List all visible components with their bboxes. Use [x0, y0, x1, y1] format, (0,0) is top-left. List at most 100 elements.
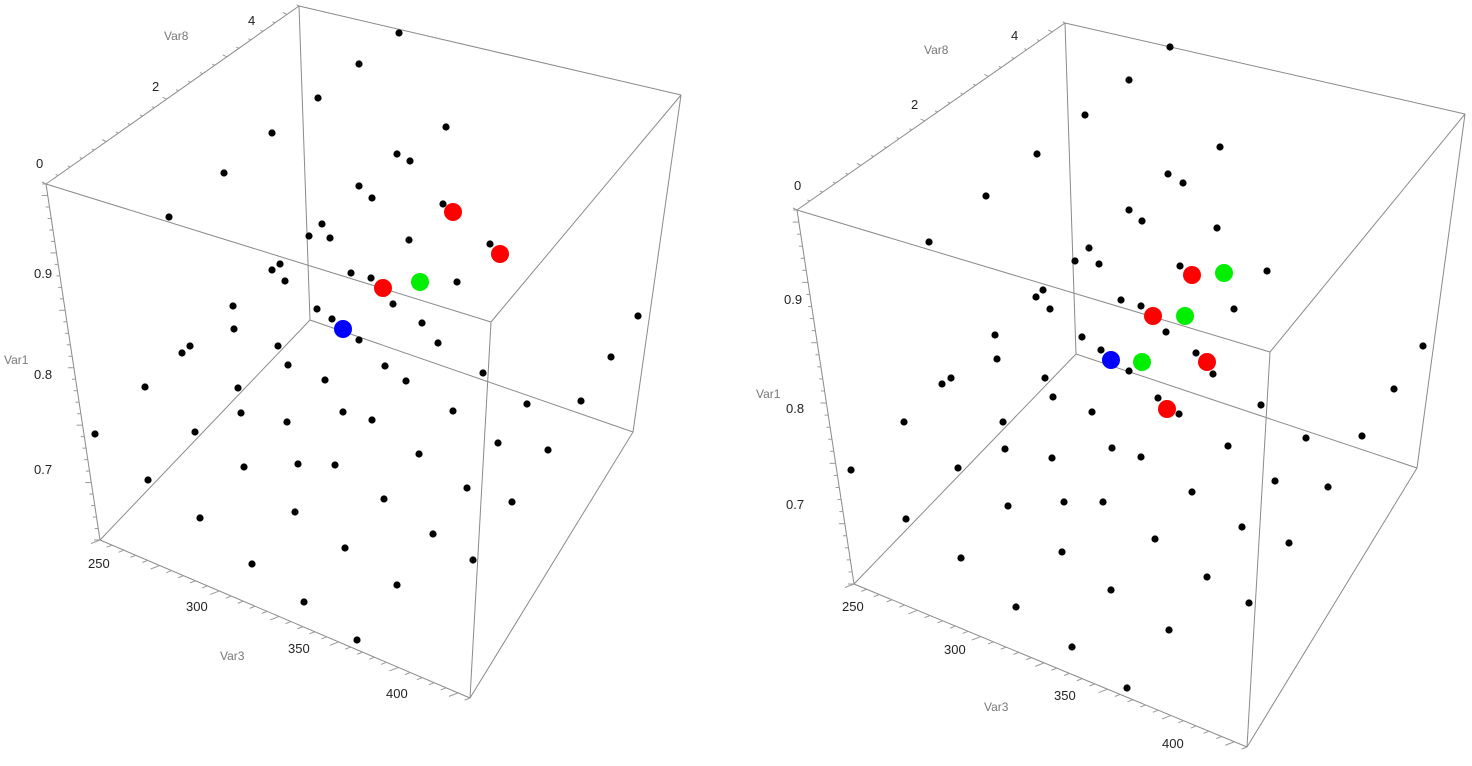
data-point: [1123, 684, 1131, 692]
data-point: [331, 461, 339, 469]
axis-tick: [41, 181, 47, 185]
z-tick-label: 0: [36, 156, 43, 171]
axis-tick: [269, 615, 280, 621]
data-point: [178, 349, 186, 357]
data-point: [469, 556, 477, 564]
data-point: [283, 418, 291, 426]
data-point: [1188, 488, 1196, 496]
axis-tick: [886, 599, 893, 603]
data-point: [380, 495, 388, 503]
data-point: [439, 200, 447, 208]
x-axis: 250 300 350 400 Var3: [842, 583, 1248, 751]
data-point: [367, 274, 375, 282]
data-point: [405, 236, 413, 244]
data-point: [237, 409, 245, 417]
axis-tick: [1011, 56, 1015, 60]
z-axis: 0 2 4 Var8: [36, 4, 300, 185]
data-point: [1166, 43, 1174, 51]
data-point: [925, 238, 933, 246]
axis-tick: [920, 118, 925, 122]
data-point: [1209, 370, 1217, 378]
axis-tick: [845, 172, 849, 175]
z-axis-label: Var8: [164, 29, 189, 43]
data-point: [395, 29, 403, 37]
axis-tick: [162, 96, 167, 100]
x-tick-label: 300: [186, 599, 208, 614]
data-point: [577, 397, 585, 405]
data-point: [1085, 244, 1093, 252]
axis-tick: [222, 54, 227, 58]
axis-tick: [1076, 678, 1083, 682]
highlight-point-green: [1133, 353, 1151, 371]
data-point: [1032, 293, 1040, 301]
axis-tick: [1127, 699, 1134, 703]
chart-left: 250 300 350 400 Var3 0.7 0.8 0.9 Var1 0 …: [4, 4, 682, 701]
data-point: [1078, 333, 1086, 341]
axis-tick: [1063, 672, 1070, 676]
y-axis-label: Var1: [756, 387, 781, 401]
y-tick-label: 0.7: [34, 462, 52, 477]
data-points: [91, 29, 642, 644]
highlight-point-green: [1215, 264, 1233, 282]
data-point: [402, 377, 410, 385]
data-point: [389, 300, 397, 308]
axis-tick: [175, 89, 179, 92]
data-point: [314, 94, 322, 102]
z-axis: 0 2 4 Var8: [792, 21, 1066, 211]
x-axis: 250 300 350 400 Var3: [88, 539, 471, 701]
axis-tick: [934, 110, 938, 113]
axis-tick: [1216, 736, 1222, 740]
data-point: [1324, 483, 1332, 491]
data-point: [418, 319, 426, 327]
data-point: [1238, 523, 1246, 531]
axis-tick: [115, 131, 119, 134]
highlight-point-blue: [1102, 351, 1120, 369]
data-points: [847, 43, 1427, 692]
data-point: [355, 336, 363, 344]
x-tick-label: 350: [288, 641, 310, 656]
data-point: [355, 182, 363, 190]
data-point: [291, 508, 299, 516]
data-point: [406, 157, 414, 165]
data-point: [1033, 150, 1041, 158]
chart-right: 250 300 350 400 Var3 0.7 0.8 0.9 Var1 0 …: [756, 21, 1466, 751]
data-point: [442, 123, 450, 131]
data-point: [1138, 217, 1146, 225]
axis-tick: [896, 137, 900, 140]
data-point: [305, 232, 313, 240]
data-point: [1108, 444, 1116, 452]
axis-tick: [1190, 725, 1197, 729]
axis-tick: [987, 641, 994, 645]
axis-tick: [248, 38, 252, 41]
data-point: [1390, 385, 1398, 393]
data-point: [544, 446, 552, 454]
axis-tick: [962, 630, 969, 634]
bounding-box: [45, 5, 682, 699]
axis-tick: [873, 594, 880, 598]
axis-tick: [210, 590, 220, 595]
axis-tick: [899, 604, 905, 608]
x-axis-label: Var3: [984, 700, 1009, 714]
axis-tick: [1152, 709, 1159, 713]
data-point: [1176, 262, 1184, 270]
data-point: [1165, 626, 1173, 634]
axis-tick: [1036, 39, 1040, 42]
axis-tick: [428, 682, 435, 686]
data-point: [91, 430, 99, 438]
data-point: [1012, 603, 1020, 611]
z-axis-label: Var8: [924, 43, 949, 57]
data-point: [947, 374, 955, 382]
axis-tick: [187, 80, 191, 83]
data-point: [393, 150, 401, 158]
axis-tick: [380, 661, 387, 665]
data-point: [954, 464, 962, 472]
data-point: [847, 466, 855, 474]
y-tick-label: 0.8: [786, 401, 804, 416]
axis-tick: [212, 63, 215, 66]
axis-tick: [1034, 662, 1045, 667]
axis-tick: [844, 583, 855, 588]
axis-tick: [448, 692, 459, 697]
axis-tick: [285, 621, 292, 625]
x-axis-label: Var3: [220, 649, 245, 663]
data-point: [186, 342, 194, 350]
